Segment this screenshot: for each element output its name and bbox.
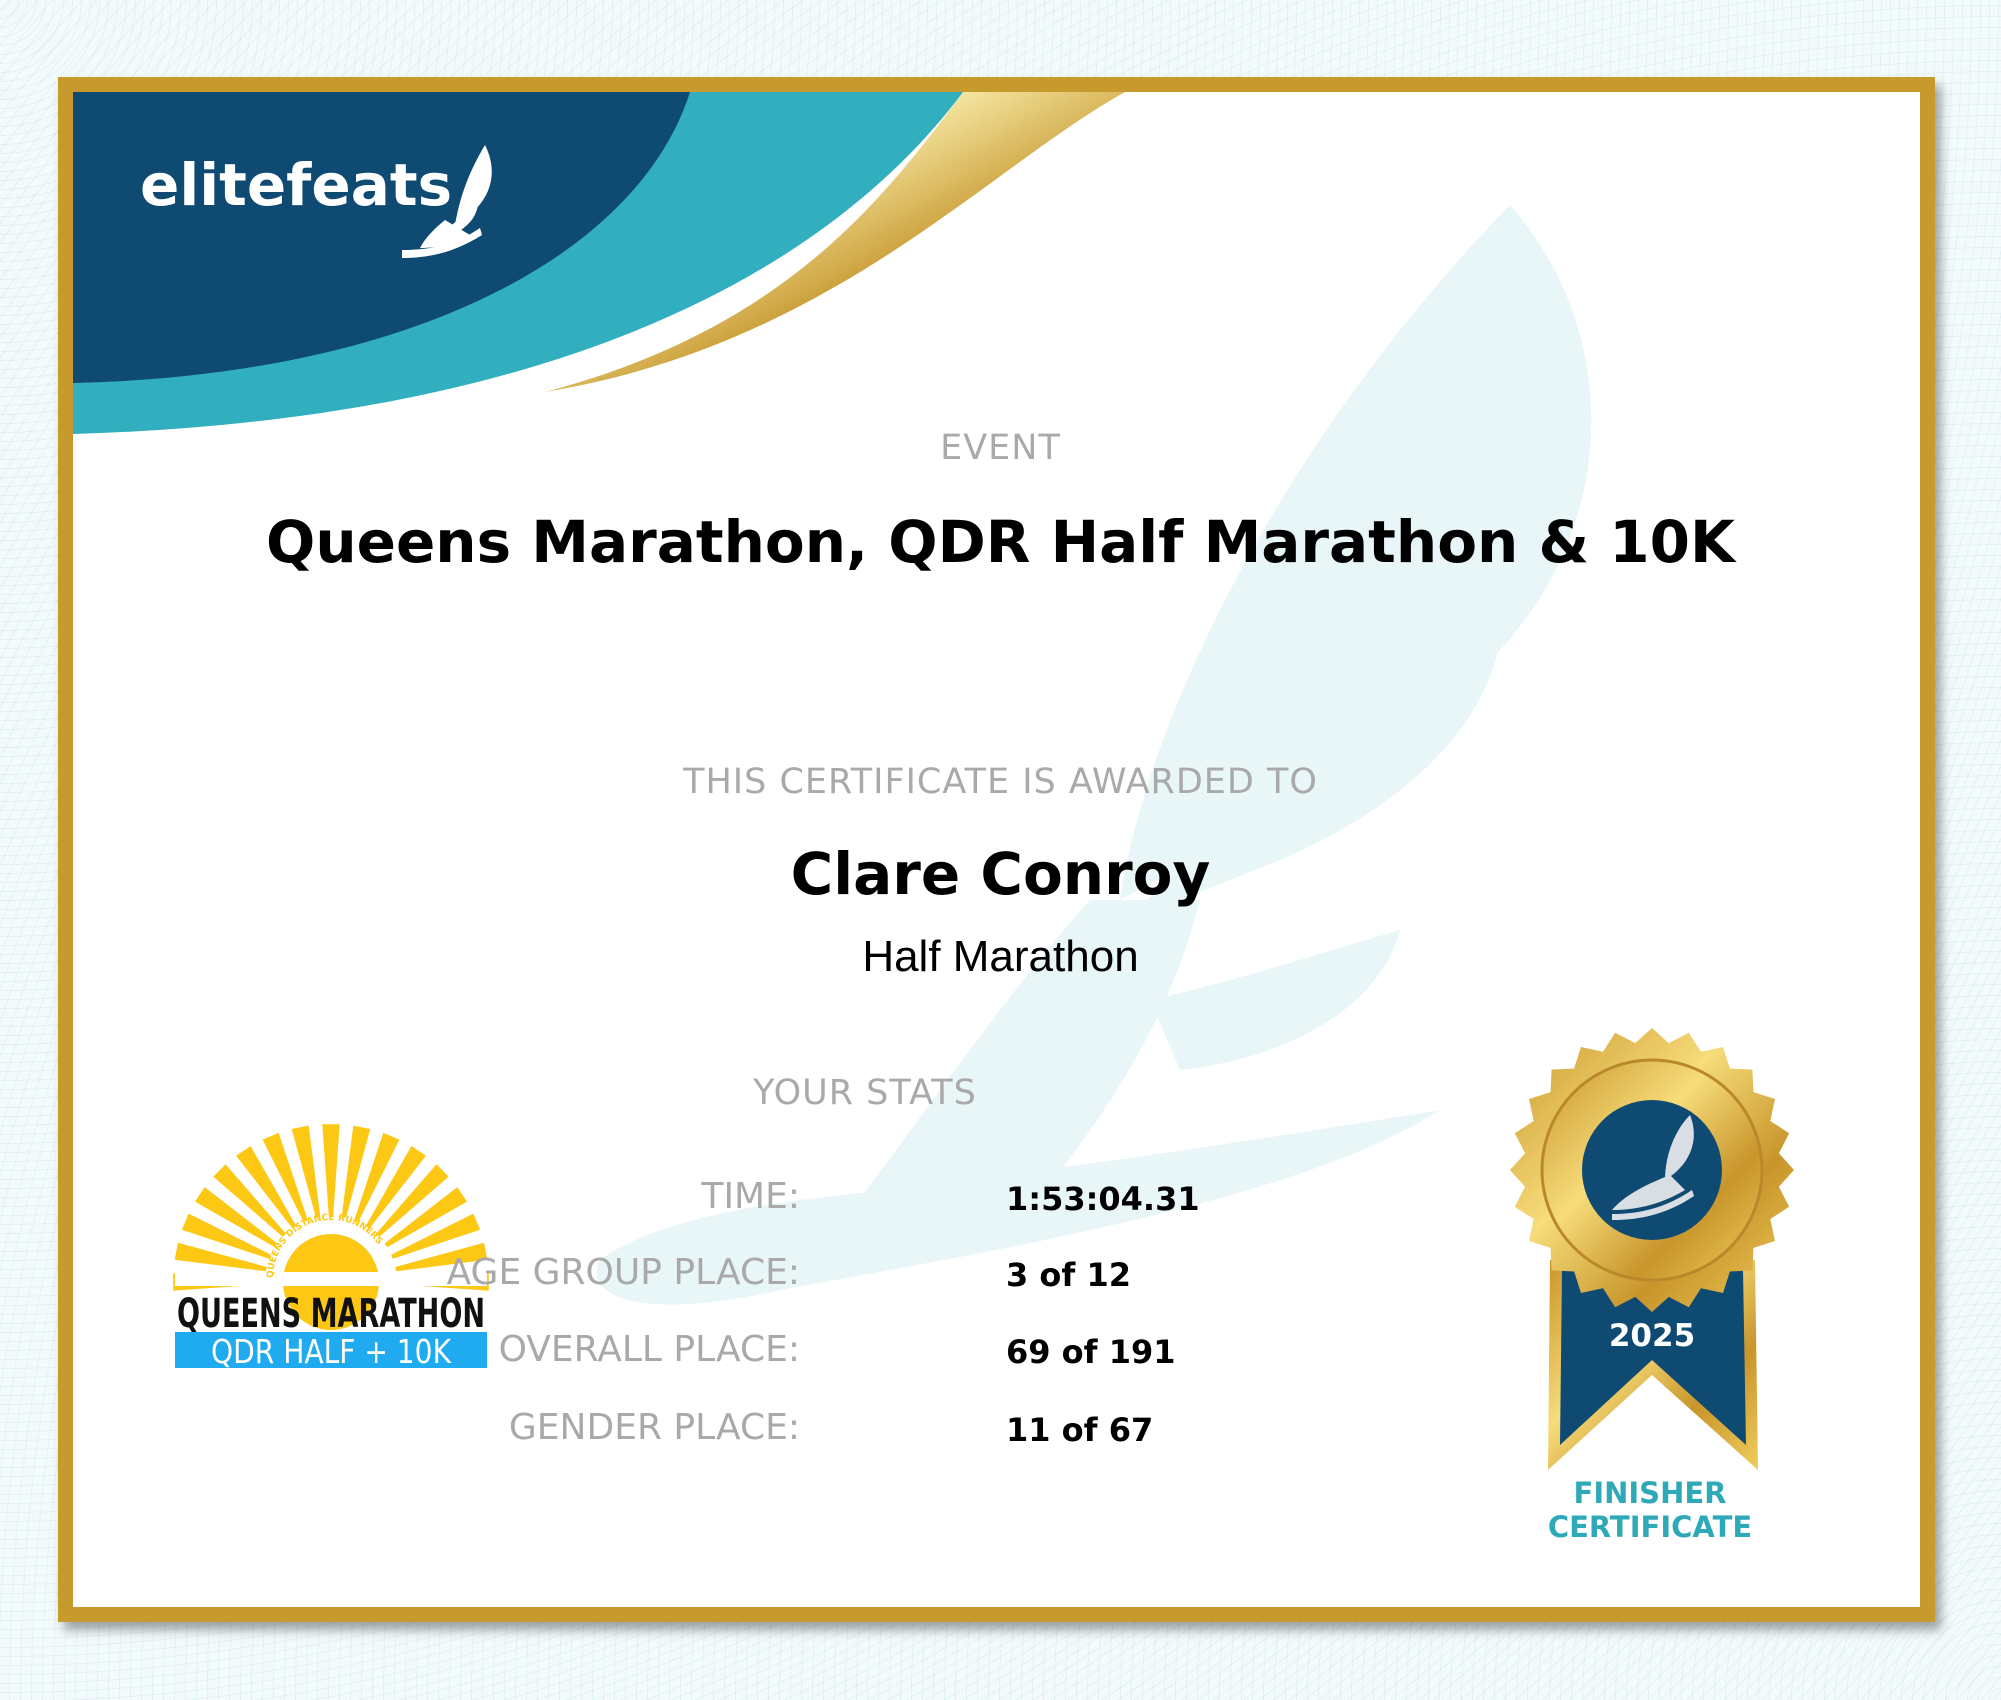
gold-swoosh [545,92,1125,392]
sun-ray [322,1124,340,1216]
race-name: Half Marathon [862,932,1139,981]
sun-ray [174,1242,267,1272]
stat-value: 11 of 67 [1006,1411,1154,1449]
stat-label: TIME: [701,1176,800,1217]
event-label: EVENT [940,428,1061,468]
recipient-name: Clare Conroy [790,840,1211,908]
caption-line1: FINISHER [1573,1476,1727,1510]
sun-ray [384,1187,467,1248]
finisher-caption: FINISHER CERTIFICATE [1500,1476,1800,1544]
stat-value: 69 of 191 [1006,1333,1176,1371]
sun-ray [376,1164,449,1237]
winged-foot-icon [402,145,492,258]
sun-ray [365,1146,426,1229]
stat-overall-place: OVERALL PLACE: 69 of 191 [400,1329,1400,1379]
stat-gender-place: GENDER PLACE: 11 of 67 [400,1407,1400,1457]
sun-ray [395,1242,488,1272]
stat-label: OVERALL PLACE: [498,1329,800,1370]
sun-ray [262,1132,308,1222]
stat-value: 3 of 12 [1006,1256,1131,1294]
stat-label: AGE GROUP PLACE: [446,1252,800,1293]
navy-swoosh [73,92,690,383]
awarded-label: THIS CERTIFICATE IS AWARDED TO [683,762,1318,802]
finisher-badge: 2025 [1510,1028,1794,1470]
queens-marathon-logo: QUEENS DISTANCE RUNNERS QUEENS MARATHON … [173,1124,489,1371]
winged-foot-watermark-icon [596,205,1592,1305]
stat-value: 1:53:04.31 [1006,1180,1200,1218]
stat-label: GENDER PLACE: [508,1407,800,1448]
stat-age-group-place: AGE GROUP PLACE: 3 of 12 [400,1252,1400,1302]
badge-year: 2025 [1609,1318,1695,1354]
logo-blue-bar [175,1332,487,1368]
event-title: Queens Marathon, QDR Half Marathon & 10K [266,508,1735,576]
elitefeats-wordmark: elitefeats [140,151,452,219]
winged-foot-icon [1612,1115,1694,1220]
logo-line1: QUEENS MARATHON [177,1291,485,1337]
stat-time: TIME: 1:53:04.31 [400,1176,1400,1226]
sun-ray [391,1213,481,1259]
sun-ray [213,1164,286,1237]
logo-line2: QDR HALF + 10K [211,1332,452,1371]
sun-ray [291,1125,321,1218]
sun-ray [341,1125,371,1218]
sun-ray [181,1213,271,1259]
sun-ray [195,1187,278,1248]
elitefeats-logo: elitefeats [140,145,492,258]
caption-line2: CERTIFICATE [1547,1510,1753,1544]
stats-label: YOUR STATS [753,1073,977,1113]
sun-ray [354,1132,400,1222]
sun-ray [236,1146,297,1229]
